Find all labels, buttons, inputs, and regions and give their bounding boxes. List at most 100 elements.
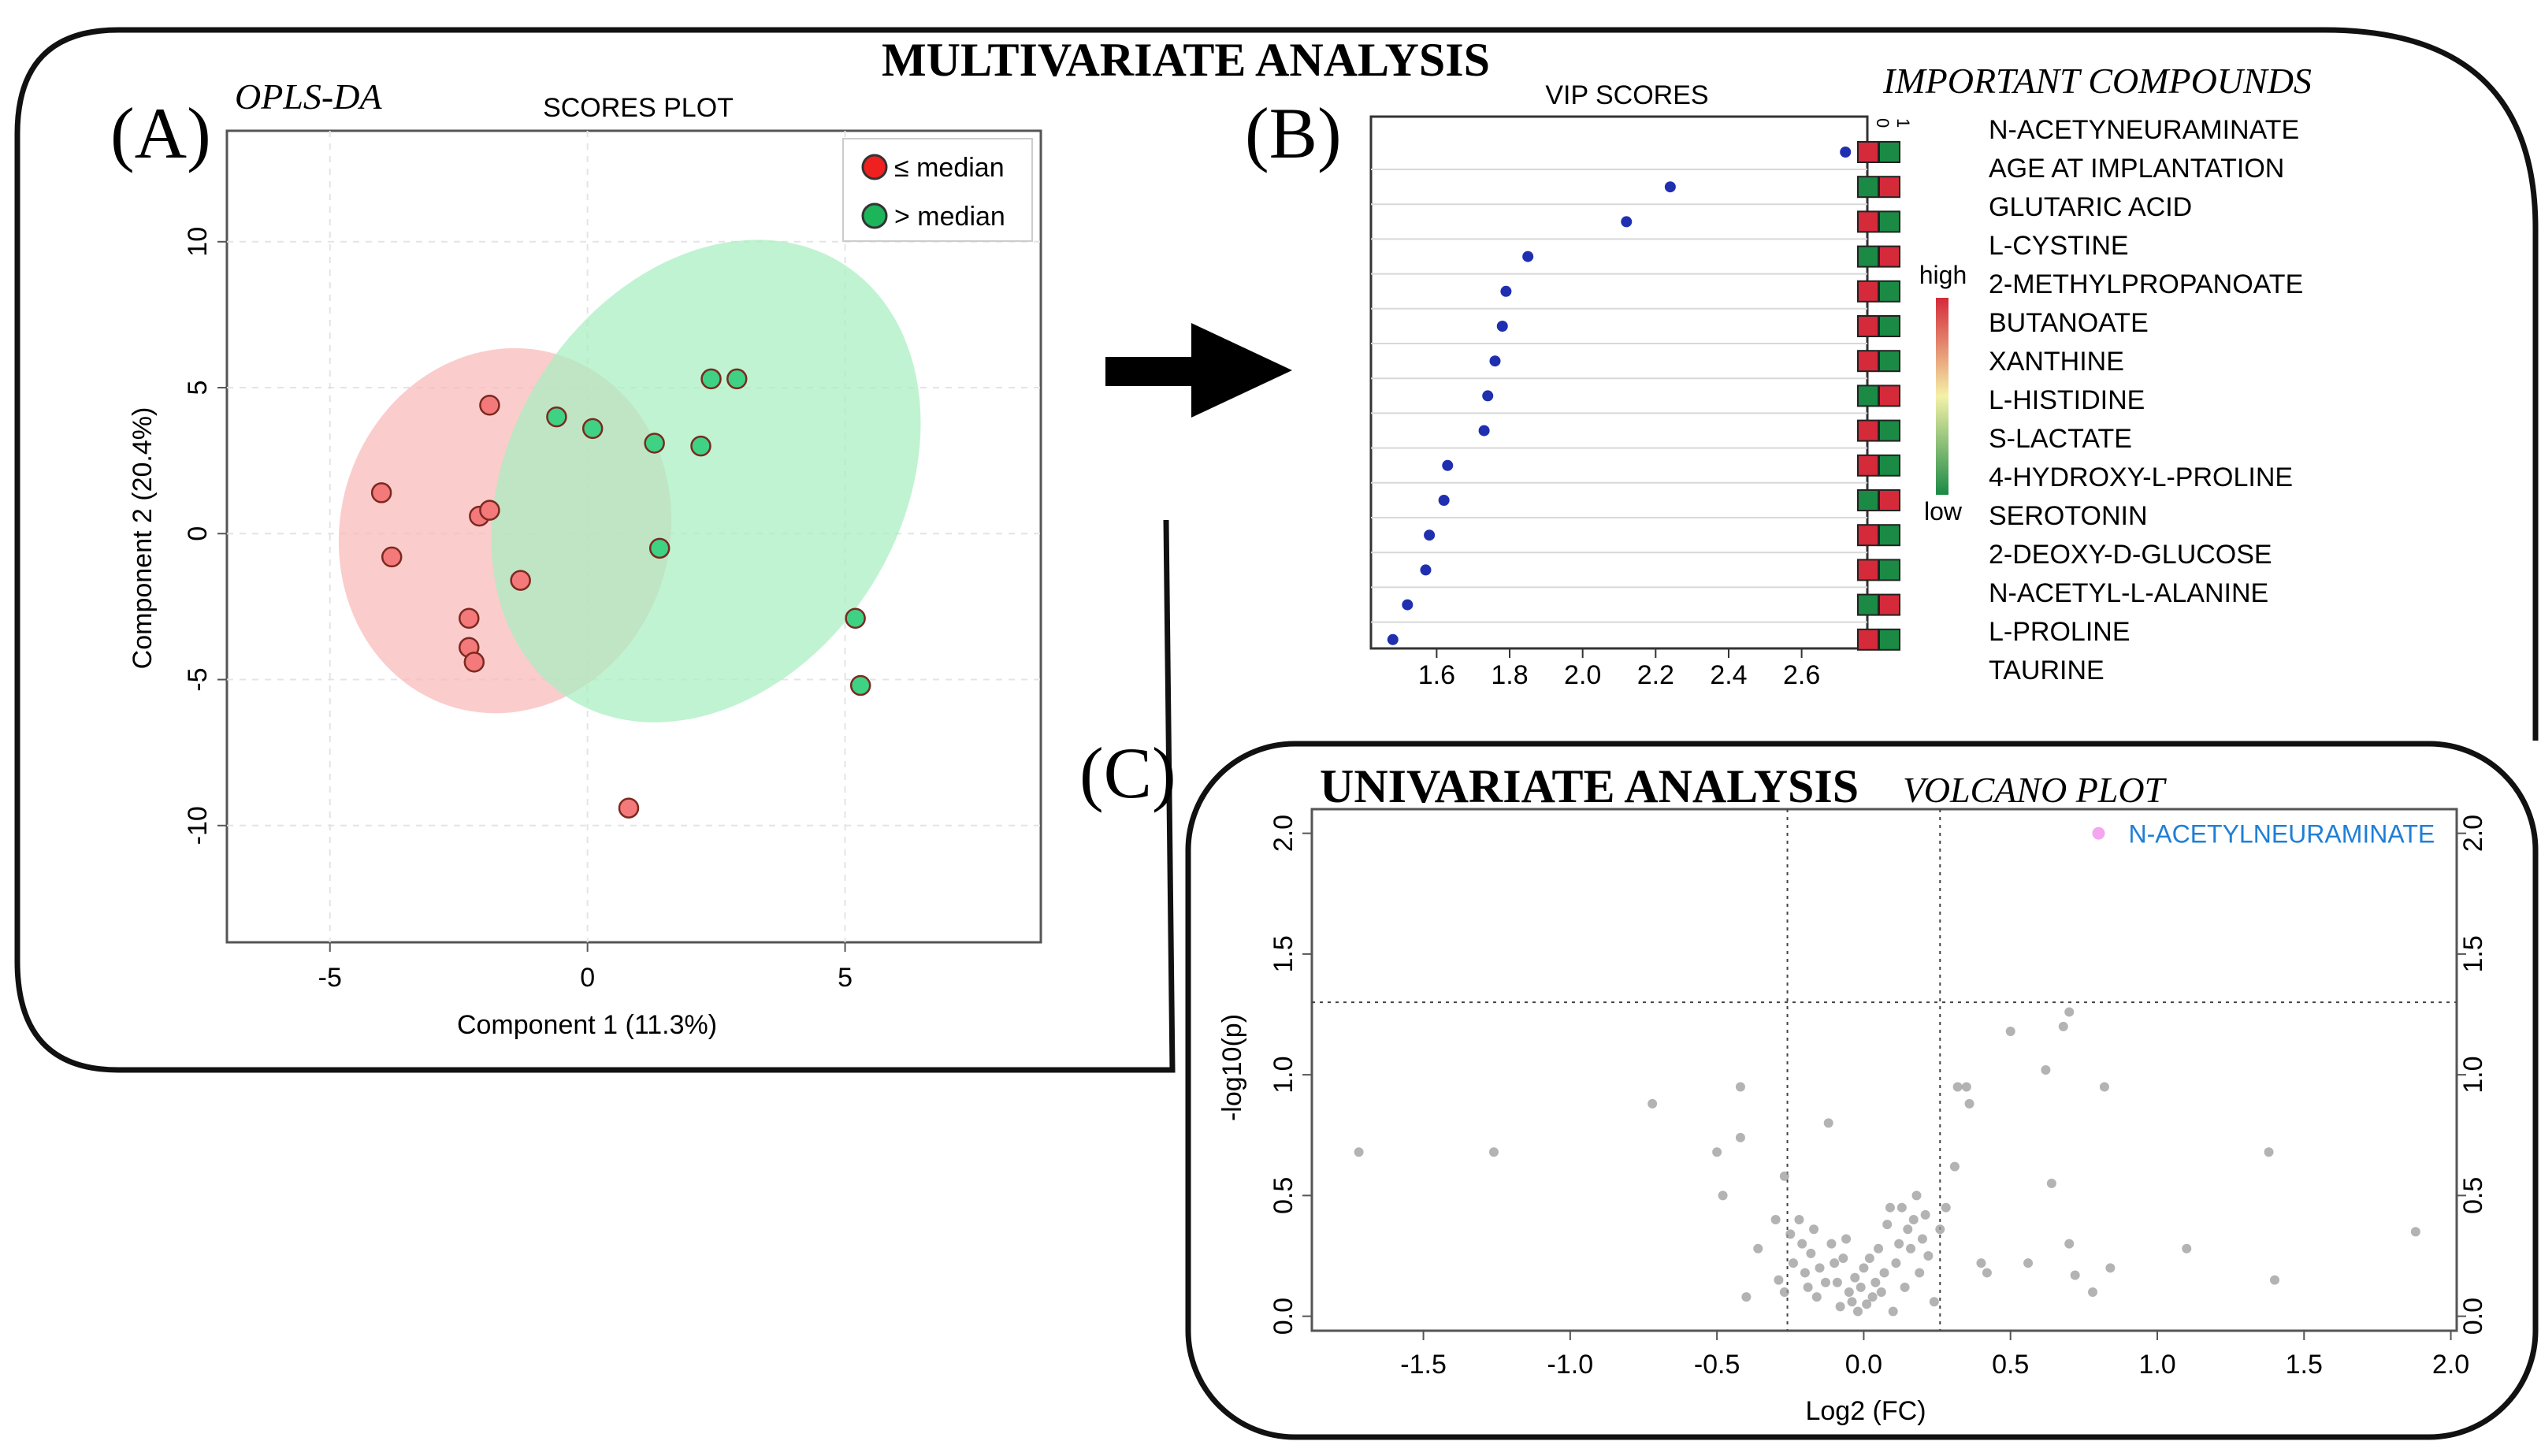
heat-cell-red — [1857, 454, 1879, 477]
heat-cell-green — [1878, 559, 1900, 581]
heat-cell-green — [1857, 384, 1879, 407]
volcano-point — [1815, 1263, 1825, 1273]
compound-label: TAURINE — [1989, 656, 2104, 685]
compound-label: S-LACTATE — [1989, 424, 2132, 454]
score-point-green — [690, 435, 711, 457]
score-point-green — [581, 418, 604, 440]
vip-point — [1420, 564, 1432, 576]
vip-plot: VIP SCORES 1.6 1.8 2.0 2.2 2.4 2.6 N-ACETYNEU… — [1369, 80, 2303, 690]
volcano-ylabel: -log10(p) — [1217, 1014, 1247, 1121]
vip-point — [1522, 251, 1534, 262]
y-tick-label: 10 — [183, 227, 213, 257]
volcano-point — [1850, 1272, 1860, 1283]
score-point-green — [700, 368, 722, 390]
confidence-ellipse-green — [491, 240, 921, 722]
vip-x-tick-label: 2.2 — [1637, 660, 1674, 690]
volcano-point — [1867, 1292, 1878, 1302]
compound-label: L-PROLINE — [1989, 617, 2131, 647]
volcano-point — [1874, 1243, 1884, 1254]
volcano-point — [2023, 1258, 2034, 1268]
volcano-point — [1803, 1282, 1813, 1292]
score-point-red — [618, 797, 640, 819]
vip-point — [1424, 529, 1436, 541]
panel-b-label: (B) — [1245, 93, 1342, 173]
arrow-icon — [1105, 323, 1292, 418]
volcano-point — [1847, 1297, 1857, 1307]
volcano-point — [2064, 1007, 2075, 1017]
compound-label: AGE AT IMPLANTATION — [1989, 154, 2284, 184]
heat-cell-red — [1857, 559, 1879, 581]
score-point-green — [644, 433, 665, 454]
volcano-point — [1830, 1258, 1840, 1268]
volcano-point — [1976, 1258, 1986, 1268]
heat-cell-red — [1857, 350, 1879, 373]
colorbar-low-label: low — [1924, 497, 1963, 526]
legend-label-low: ≤ median — [894, 153, 1005, 183]
x-tick-label: -5 — [318, 963, 342, 993]
heat-cell-red — [1878, 245, 1900, 268]
volcano-point — [1826, 1239, 1837, 1249]
volcano-point — [1488, 1147, 1499, 1157]
highlight-label: N-ACETYLNEURAMINATE — [2128, 820, 2435, 849]
volcano-x-tick-label: 2.0 — [2432, 1350, 2469, 1380]
volcano-point — [1920, 1209, 1930, 1220]
x-tick-label: 5 — [838, 963, 853, 993]
scores-plot: SCORES PLOT -5 0 5 -10 -5 0 5 10 ≤ median > me… — [128, 93, 1042, 1040]
volcano-point — [1941, 1202, 1951, 1213]
volcano-point — [1779, 1171, 1789, 1181]
volcano-point — [1648, 1098, 1658, 1109]
volcano-point — [1923, 1250, 1934, 1261]
vip-colorbar — [1936, 298, 1948, 495]
compound-label: L-HISTIDINE — [1989, 385, 2145, 415]
compound-label: N-ACETYL-L-ALANINE — [1989, 578, 2268, 608]
volcano-point — [1915, 1268, 1925, 1278]
volcano-y-tick-label-right: 0.0 — [2458, 1298, 2488, 1335]
volcano-point — [1797, 1239, 1807, 1249]
volcano-point — [1900, 1282, 1910, 1292]
heat-cell-green — [1878, 141, 1900, 163]
volcano-x-tick-label: -0.5 — [1694, 1350, 1740, 1380]
volcano-point — [1906, 1243, 1916, 1254]
heat-cell-green — [1878, 419, 1900, 442]
volcano-x-tick-label: -1.5 — [1400, 1350, 1447, 1380]
volcano-point — [1952, 1082, 1963, 1092]
volcano-point — [1961, 1082, 1971, 1092]
heat-cell-green — [1878, 524, 1900, 547]
score-point-red — [370, 482, 392, 503]
compound-label: L-CYSTINE — [1989, 231, 2129, 261]
volcano-point — [1885, 1202, 1895, 1213]
scores-title: SCORES PLOT — [543, 93, 734, 123]
compound-label: XANTHINE — [1989, 347, 2124, 377]
volcano-point — [1354, 1147, 1364, 1157]
legend-label-high: > median — [894, 202, 1005, 232]
volcano-point — [1753, 1243, 1763, 1254]
volcano-point — [1876, 1287, 1886, 1297]
volcano-point — [2088, 1287, 2098, 1297]
volcano-x-tick-label: -1.0 — [1547, 1350, 1594, 1380]
heat-cell-green — [1857, 489, 1879, 511]
volcano-point — [2182, 1243, 2192, 1254]
volcano-point — [1929, 1297, 1939, 1307]
compound-label: SEROTONIN — [1989, 501, 2148, 531]
volcano-heading: VOLCANO PLOT — [1903, 770, 2168, 810]
score-point-green — [845, 607, 866, 629]
volcano-point — [1809, 1224, 1819, 1235]
volcano-point — [1903, 1224, 1913, 1235]
volcano-point — [1832, 1277, 1842, 1287]
volcano-point — [2058, 1021, 2068, 1031]
score-point-red — [459, 607, 480, 629]
score-point-red — [479, 500, 500, 521]
volcano-point — [2410, 1227, 2420, 1237]
volcano-x-tick-label: 0.0 — [1845, 1350, 1882, 1380]
volcano-point — [1806, 1248, 1816, 1258]
volcano-point — [2099, 1082, 2109, 1092]
heat-cell-red — [1857, 141, 1879, 163]
volcano-point — [1908, 1215, 1919, 1225]
scores-ylabel: Component 2 (20.4%) — [128, 407, 158, 670]
vip-plot-area — [1369, 115, 1869, 650]
volcano-point — [1718, 1190, 1728, 1201]
volcano-plot-area — [1310, 808, 2458, 1332]
volcano-point — [1862, 1299, 1872, 1309]
volcano-xlabel: Log2 (FC) — [1805, 1396, 1926, 1426]
heat-cell-red — [1857, 280, 1879, 303]
